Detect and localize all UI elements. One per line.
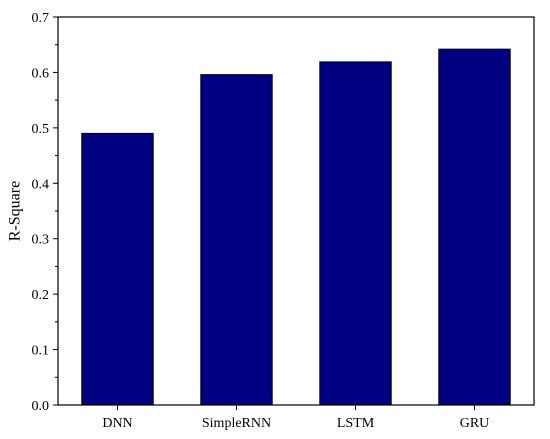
bar-dnn: [81, 132, 154, 406]
plot-frame: [57, 16, 535, 406]
bar-gru: [438, 48, 511, 406]
y-axis-title: R-Square: [7, 181, 24, 241]
x-tick-label: DNN: [102, 416, 132, 431]
bar-simplernn: [200, 74, 273, 406]
y-tick-label: 0.5: [32, 122, 50, 137]
x-axis-ticks: DNN SimpleRNN LSTM GRU: [102, 405, 489, 431]
x-tick-label: GRU: [460, 416, 490, 431]
y-tick-label: 0.0: [32, 399, 50, 414]
y-tick-label: 0.3: [32, 233, 50, 248]
y-tick-label: 0.6: [32, 66, 50, 81]
y-tick-label: 0.1: [32, 344, 50, 359]
x-tick-label: SimpleRNN: [202, 416, 271, 431]
bars-group: [81, 48, 511, 406]
bar-lstm: [319, 61, 392, 406]
y-tick-label: 0.2: [32, 288, 50, 303]
y-axis-ticks: 0.0 0.1 0.2 0.3 0.4 0.5 0.6 0.7: [32, 11, 58, 414]
y-tick-label: 0.4: [32, 177, 50, 192]
x-tick-label: LSTM: [337, 416, 375, 431]
y-tick-label: 0.7: [32, 11, 50, 26]
